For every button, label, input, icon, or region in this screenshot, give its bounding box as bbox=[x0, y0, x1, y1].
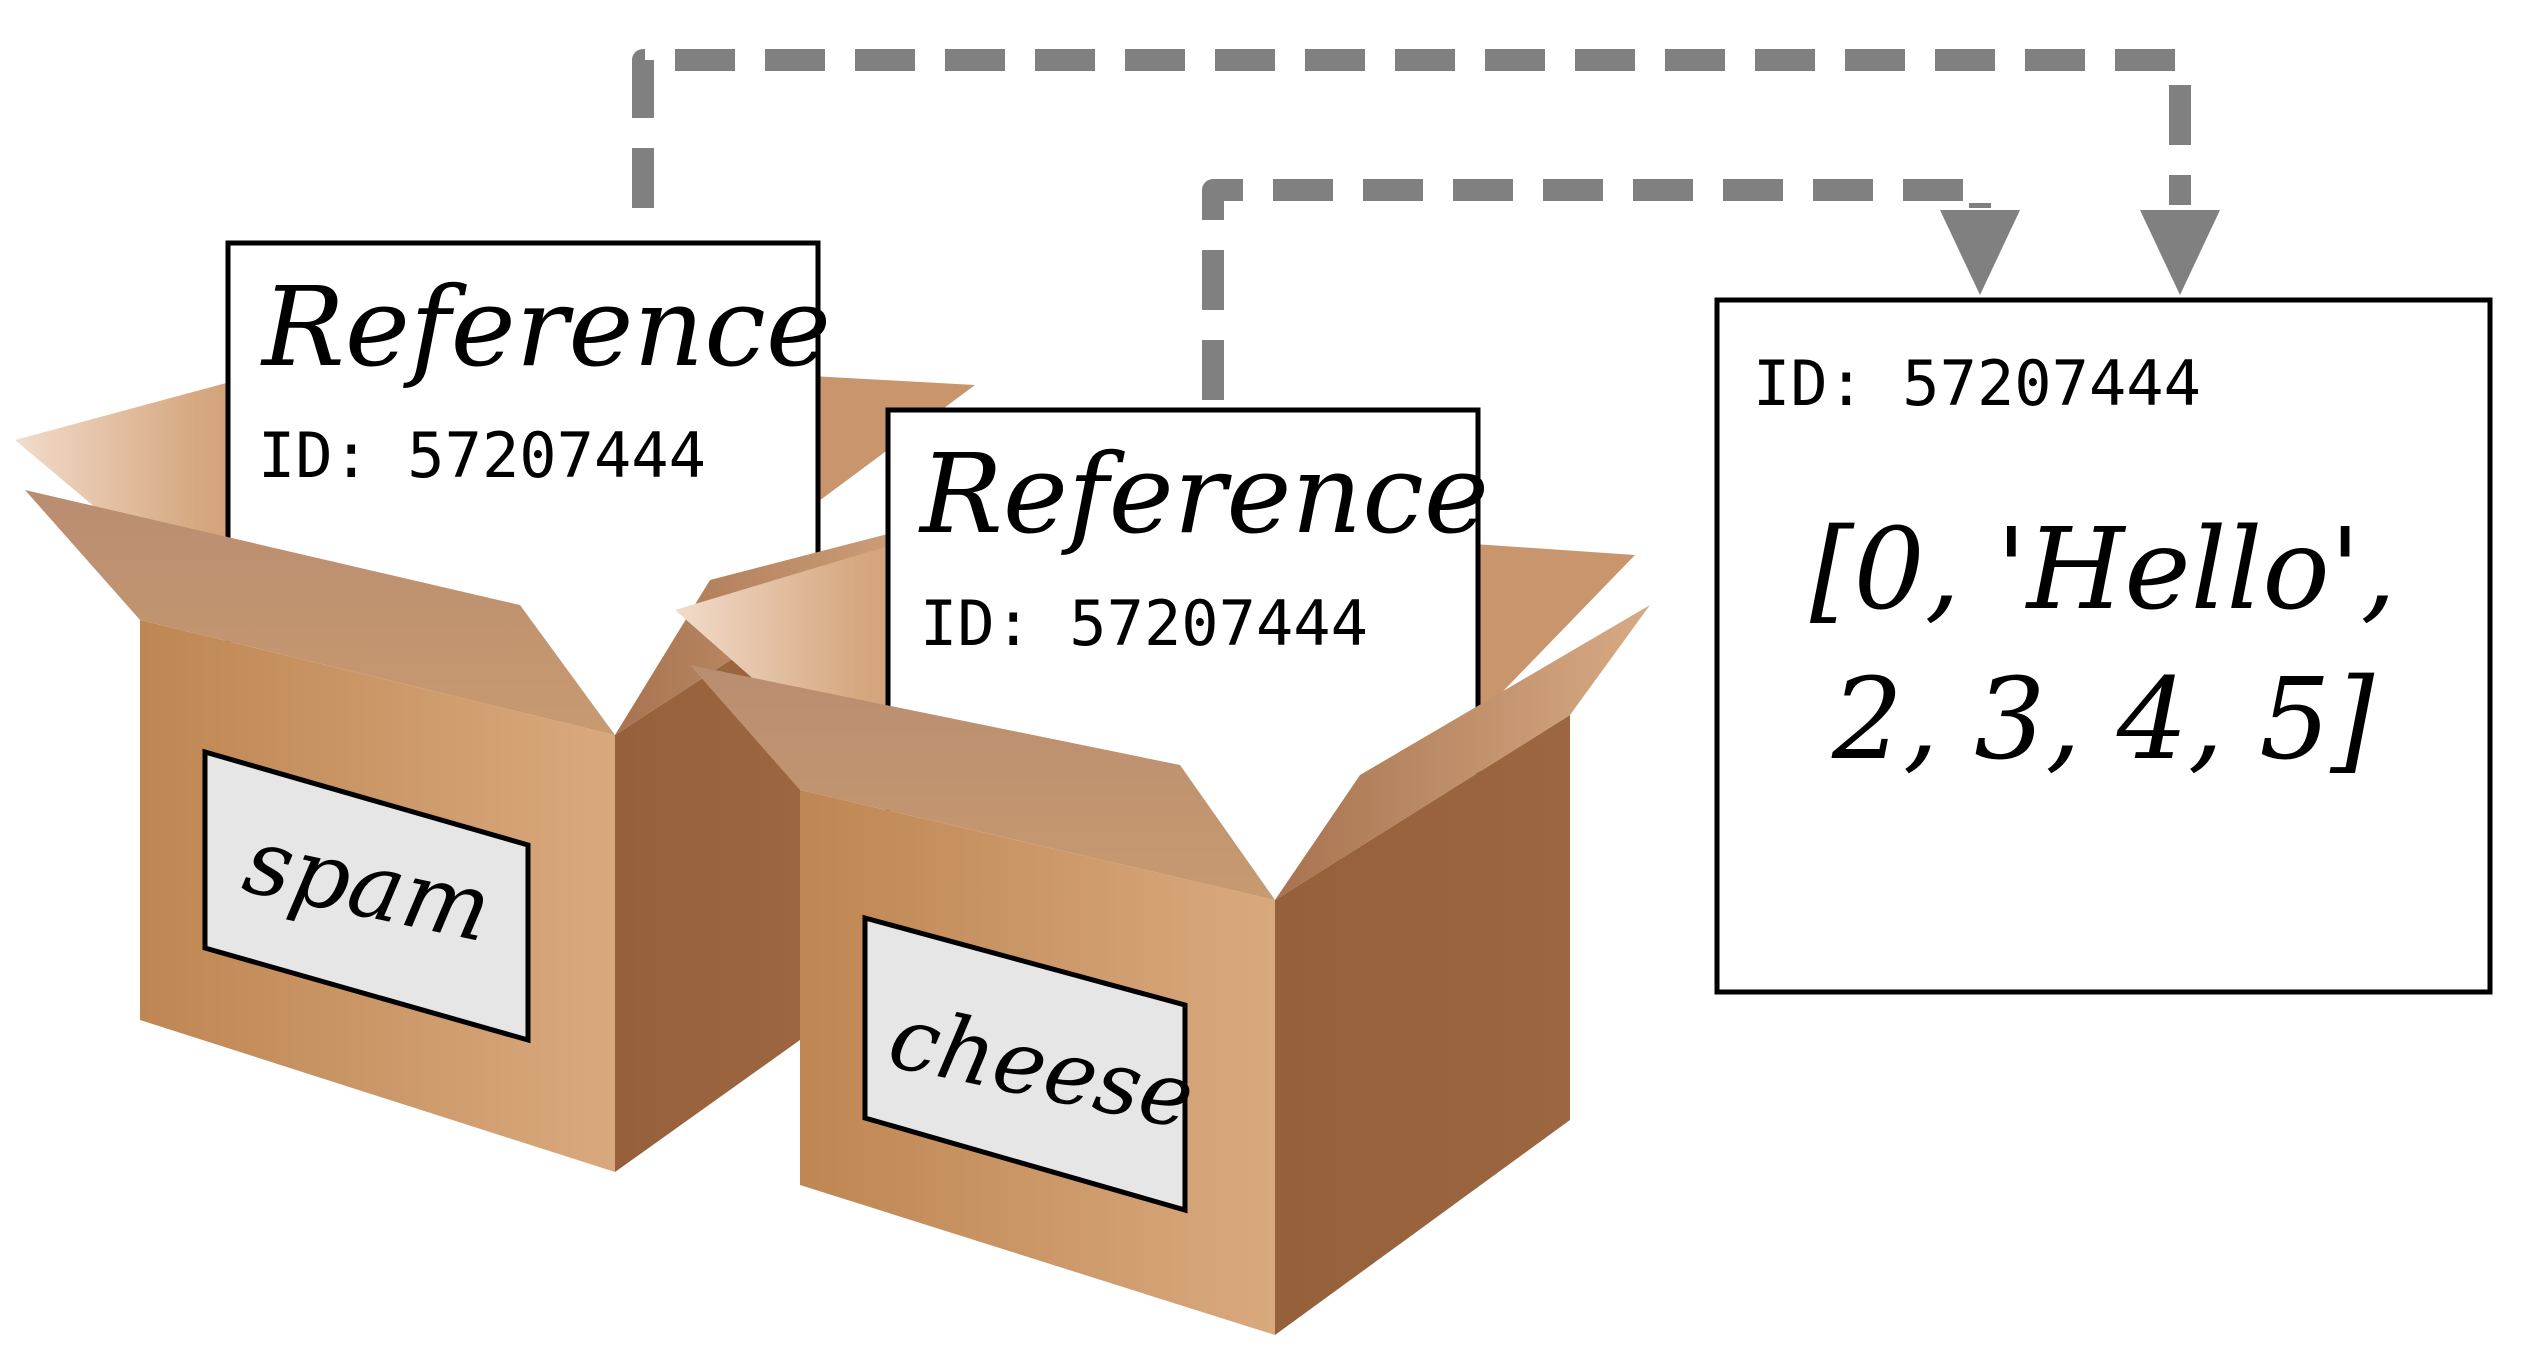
spam-reference-arrow-line bbox=[632, 49, 2191, 208]
list-object-box: ID: 57207444 [0, 'Hello', 2, 3, 4, 5] bbox=[1714, 297, 2493, 995]
cheese-box: Reference ID: 57207444 cheese bbox=[675, 407, 1650, 1335]
spam-box-right-flap bbox=[615, 510, 980, 735]
spam-box: Reference ID: 57207444 spam bbox=[15, 240, 980, 1172]
spam-card-title: Reference bbox=[260, 263, 831, 391]
spam-reference-arrowhead bbox=[2140, 210, 2220, 295]
list-object-value-line1: [0, 'Hello', bbox=[1810, 505, 2396, 635]
list-object-id: ID: 57207444 bbox=[1753, 347, 2201, 420]
cheese-reference-arrow-line bbox=[1202, 179, 1991, 400]
list-object-value-line2: 2, 3, 4, 5] bbox=[1831, 655, 2375, 785]
cheese-box-label bbox=[862, 914, 1188, 1214]
cheese-box-front-flap bbox=[690, 665, 1275, 900]
cheese-box-side-face bbox=[1275, 715, 1570, 1335]
cheese-card-title: Reference bbox=[918, 430, 1489, 558]
reference-arrows bbox=[632, 49, 2220, 400]
cheese-box-right-flap bbox=[1275, 605, 1650, 900]
spam-box-label bbox=[202, 748, 531, 1044]
cheese-card-id: ID: 57207444 bbox=[920, 587, 1368, 660]
spam-box-front-flap bbox=[25, 490, 615, 735]
cheese-reference-arrowhead bbox=[1940, 210, 2020, 295]
spam-box-side-face bbox=[615, 615, 800, 1172]
spam-card-id: ID: 57207444 bbox=[258, 419, 706, 492]
